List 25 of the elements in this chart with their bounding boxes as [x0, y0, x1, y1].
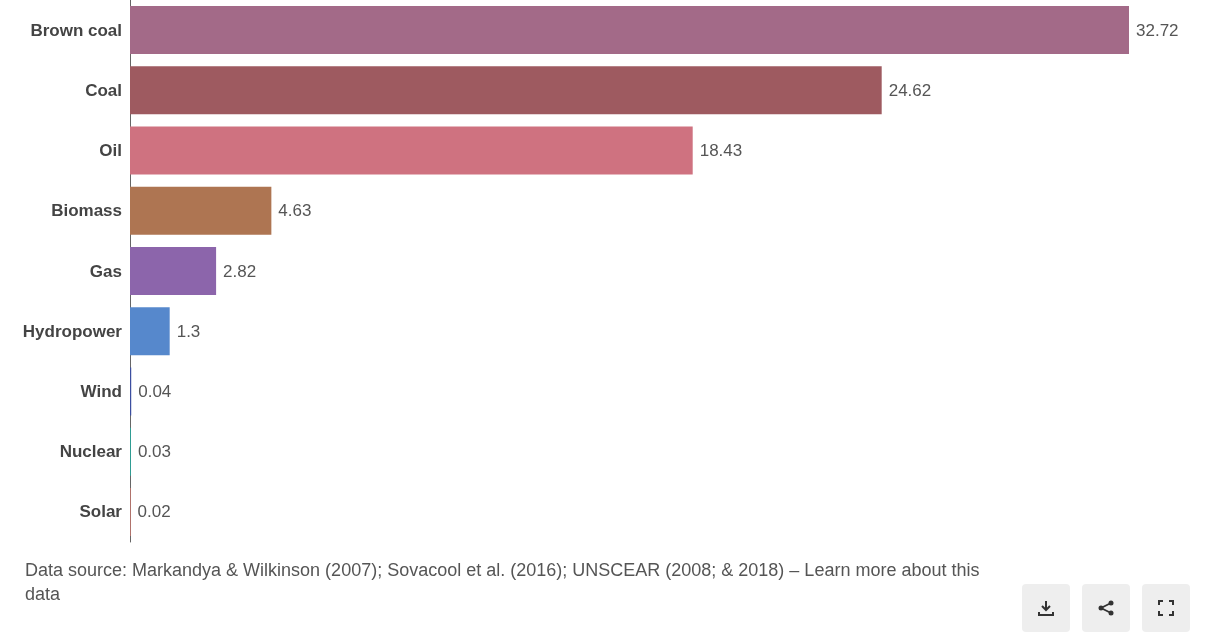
data-label: 1.3	[176, 321, 201, 341]
y-tick-label: Coal	[85, 80, 122, 100]
bar	[130, 307, 170, 356]
y-tick-label: Brown coal	[30, 20, 122, 40]
bar	[130, 126, 693, 175]
data-label: 32.72	[1136, 20, 1179, 40]
data-label: 18.43	[699, 141, 743, 161]
data-label: 0.04	[138, 381, 172, 401]
bar	[130, 186, 272, 235]
data-label: 24.62	[888, 80, 932, 100]
y-tick-label: Wind	[80, 381, 122, 401]
source-note: Data source: Markandya & Wilkinson (2007); Sovacool et al. (2016); UNSCEAR (2008; & 2018) – Learn more about this data	[25, 559, 981, 606]
data-label: 0.03	[137, 442, 172, 462]
data-label: 2.82	[223, 261, 257, 281]
bar	[130, 66, 882, 115]
y-tick-label: Oil	[99, 141, 122, 161]
y-tick-label: Biomass	[51, 201, 122, 221]
data-label: 0.02	[137, 502, 171, 522]
data-label: 4.63	[278, 201, 312, 221]
y-tick-label: Nuclear	[59, 442, 123, 462]
y-tick-label: Solar	[79, 502, 123, 522]
bar	[130, 6, 1129, 55]
y-tick-label: Hydropower	[22, 321, 123, 341]
bar	[130, 247, 217, 295]
y-tick-label: Gas	[89, 261, 122, 281]
